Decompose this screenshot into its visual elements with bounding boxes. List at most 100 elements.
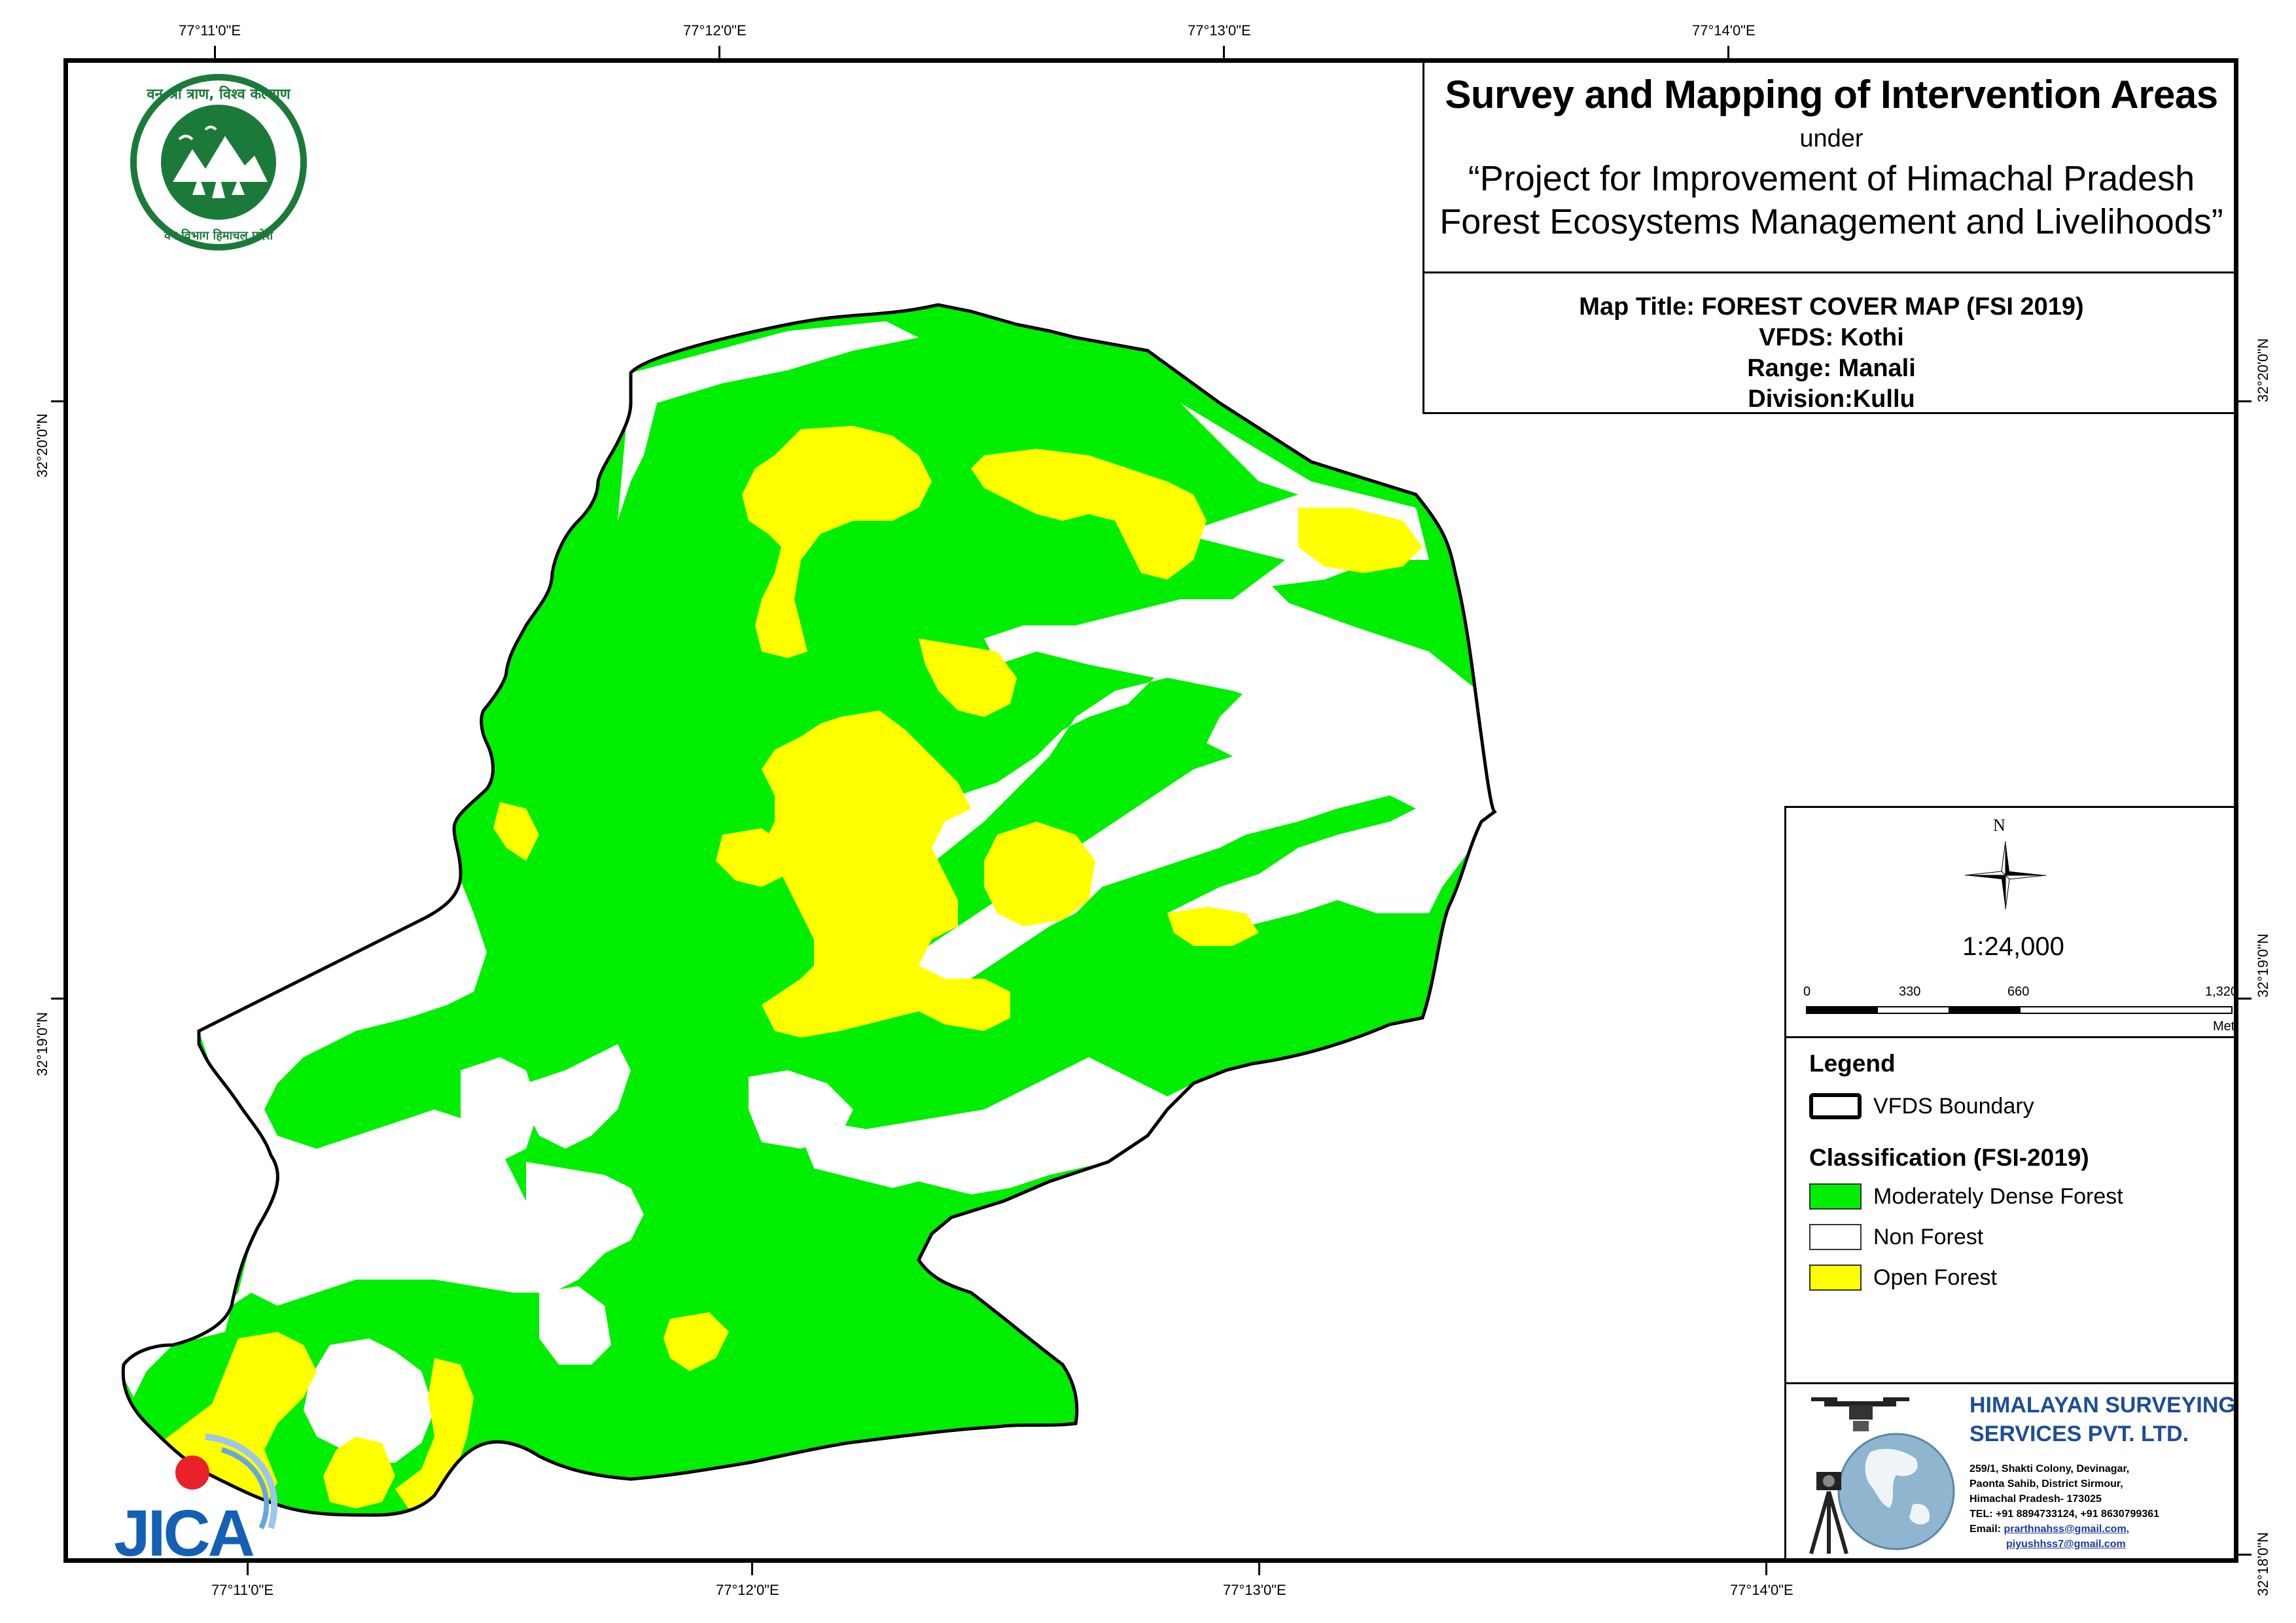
graticule-tick: [751, 1562, 753, 1575]
scale-tick-0: 0: [1803, 985, 1811, 999]
address-line-2: Paonta Sahib, District Sirmour,: [1969, 1478, 2123, 1490]
open-forest-area: [742, 426, 932, 658]
scale-tick-330: 330: [1899, 985, 1921, 999]
legend-label-boundary: VFDS Boundary: [1873, 1093, 2034, 1119]
email-link-2[interactable]: piyushhss7@gmail.com: [2006, 1539, 2126, 1550]
open-forest-area: [716, 828, 788, 887]
vfds-boundary: [121, 303, 1497, 1517]
swatch-open-forest: [1809, 1265, 1862, 1291]
top-lon-label-1: 77°11'0"E: [179, 22, 241, 39]
map-frame: वन श्री त्राण, विश्व कल्याण वन विभाग हिम…: [63, 58, 2238, 1563]
division-name: Division:Kullu: [1748, 385, 1915, 413]
legend-item-boundary: VFDS Boundary: [1809, 1093, 2034, 1119]
top-lon-label-4: 77°14'0"E: [1692, 22, 1756, 39]
jica-wordmark: JICA: [114, 1497, 254, 1563]
legend-item-non-forest: Non Forest: [1809, 1224, 1983, 1250]
non-forest-area: [1220, 625, 1377, 795]
company-block: HIMALAYAN SURVEYING SERVICES PVT. LTD. 2…: [1786, 1384, 2234, 1558]
range-name: Range: Manali: [1747, 355, 1916, 382]
bottom-lon-label-3: 77°13'0"E: [1223, 1582, 1286, 1598]
graticule-tick: [1727, 46, 1729, 59]
tripod-icon: [1809, 1472, 1848, 1554]
company-divider: [1786, 1382, 2234, 1384]
graticule-tick: [51, 998, 64, 1000]
graticule-tick: [1765, 1562, 1767, 1575]
under-text: under: [1799, 125, 1863, 152]
non-forest-area: [539, 1286, 611, 1365]
compass-rose-icon: [1964, 841, 2047, 910]
jica-logo: JICA: [114, 1433, 278, 1563]
north-label: N: [1993, 816, 2005, 835]
graticule-tick: [51, 400, 64, 402]
swatch-moderately-dense-forest: [1809, 1183, 1862, 1210]
legend-title: Legend: [1809, 1050, 1896, 1077]
scale-units: Meters: [2213, 1019, 2235, 1034]
right-lat-label-1: 32°20'0"N: [2255, 338, 2271, 402]
open-forest-area: [971, 449, 1207, 580]
scale-bar: [1806, 1006, 2233, 1014]
email-label: Email:: [1969, 1524, 2002, 1535]
email-line: Email: prarthnahss@gmail.com,: [1969, 1522, 2159, 1537]
left-lat-label-1: 32°20'0"N: [34, 413, 50, 478]
main-title: Survey and Mapping of Intervention Areas: [1445, 73, 2218, 116]
scale-ratio: 1:24,000: [1962, 932, 2064, 961]
right-lat-label-2: 32°19'0"N: [2255, 934, 2271, 998]
graticule-tick: [2238, 400, 2252, 402]
seal-text-top: वन श्री त्राण, विश्व कल्याण: [146, 85, 291, 103]
company-address: 259/1, Shakti Colony, Devinagar, Paonta …: [1969, 1461, 2159, 1552]
open-forest-area: [493, 802, 539, 861]
drone-icon: [1811, 1397, 1909, 1431]
legend-panel: N 1:24,000 0 330 660 1,320 Meters Legend…: [1784, 806, 2238, 1558]
open-forest-area: [663, 1312, 729, 1371]
legend-label-moderately-dense: Moderately Dense Forest: [1873, 1183, 2123, 1209]
legend-label-non-forest: Non Forest: [1873, 1224, 1984, 1249]
phone-line: TEL: +91 8894733124, +91 8630799361: [1969, 1509, 2160, 1520]
non-forest-area: [749, 1070, 853, 1149]
graticule-tick: [2238, 998, 2252, 1000]
project-title-line-2: Forest Ecosystems Management and Livelih…: [1439, 202, 2223, 241]
company-name-line-2: SERVICES PVT. LTD.: [1969, 1422, 2189, 1446]
graticule-tick: [1223, 46, 1225, 59]
map-title: Map Title: FOREST COVER MAP (FSI 2019): [1579, 293, 2084, 321]
forest-department-logo: वन श्री त्राण, विश्व कल्याण वन विभाग हिम…: [130, 74, 307, 251]
vfds-name: VFDS: Kothi: [1759, 324, 1904, 351]
email-line-2: piyushhss7@gmail.com: [1969, 1537, 2159, 1552]
open-forest-area: [1167, 907, 1259, 946]
swatch-non-forest: [1809, 1224, 1862, 1250]
left-lat-label-2: 32°19'0"N: [34, 1012, 50, 1076]
right-lat-label-3: 32°18'0"N: [2255, 1532, 2271, 1596]
graticule-tick: [214, 46, 216, 59]
classification-raster: [123, 305, 1495, 1515]
boundary-swatch: [1809, 1093, 1862, 1119]
legend-label-open-forest: Open Forest: [1873, 1265, 1997, 1290]
open-forest-area: [984, 822, 1095, 926]
open-forest-area: [919, 638, 1017, 717]
graticule-tick: [718, 46, 720, 59]
company-name: HIMALAYAN SURVEYING SERVICES PVT. LTD.: [1969, 1391, 2234, 1448]
address-line-1: 259/1, Shakti Colony, Devinagar,: [1969, 1463, 2130, 1475]
legend-divider: [1786, 1036, 2234, 1038]
open-forest-area: [1298, 508, 1422, 573]
non-forest-area: [526, 1162, 644, 1253]
top-lon-label-2: 77°12'0"E: [683, 22, 747, 39]
non-forest-area: [304, 1338, 434, 1463]
scale-tick-660: 660: [2007, 985, 2030, 999]
top-lon-label-3: 77°13'0"E: [1188, 22, 1251, 39]
graticule-tick: [247, 1562, 249, 1575]
non-forest-area: [801, 1057, 1193, 1195]
non-forest-area: [618, 321, 919, 521]
non-forest-area: [526, 1044, 631, 1149]
bottom-lon-label-4: 77°14'0"E: [1730, 1582, 1793, 1598]
address-line-3: Himachal Pradesh- 173025: [1969, 1493, 2102, 1505]
graticule-tick: [1258, 1562, 1260, 1575]
forest-cover-map[interactable]: वन श्री त्राण, विश्व कल्याण वन विभाग हिम…: [68, 63, 2238, 1563]
legend-item-moderately-dense: Moderately Dense Forest: [1809, 1183, 2123, 1210]
graticule-tick: [2238, 1554, 2252, 1556]
open-forest-area: [323, 1437, 395, 1509]
map-info-panel: Map Title: FOREST COVER MAP (FSI 2019) V…: [1422, 273, 2234, 414]
surveying-equipment-icon: [1809, 1397, 1955, 1554]
scale-tick-1320: 1,320: [2205, 985, 2238, 999]
email-link-1[interactable]: prarthnahss@gmail.com,: [2004, 1524, 2130, 1535]
open-forest-area: [762, 710, 1010, 1038]
bottom-lon-label-1: 77°11'0"E: [211, 1582, 274, 1598]
